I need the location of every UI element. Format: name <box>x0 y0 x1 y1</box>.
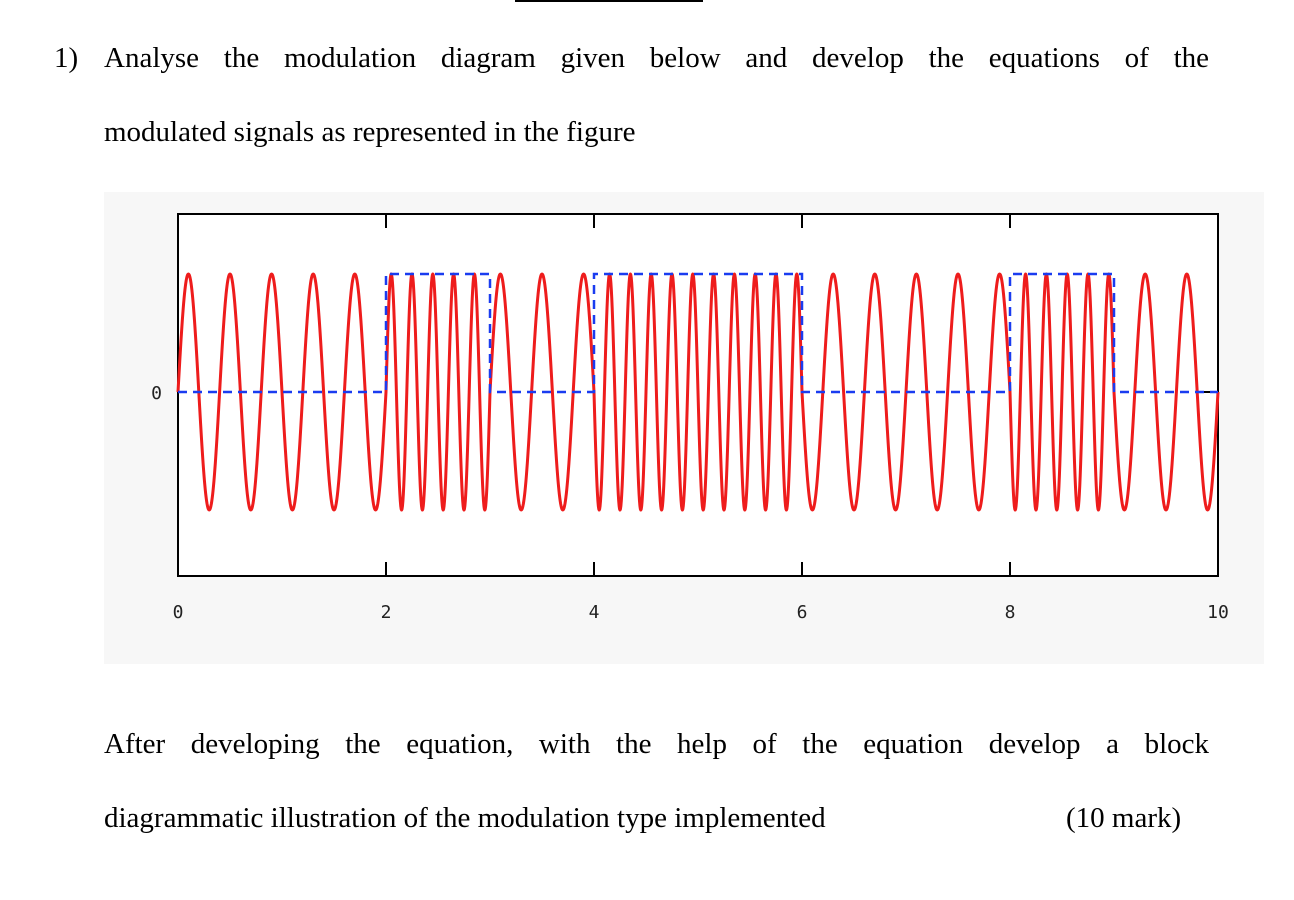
x-tick-label-0: 0 <box>173 602 184 623</box>
y-tick-label-0: 0 <box>151 383 162 404</box>
top-rule <box>515 0 703 2</box>
question-line-1: 1) Analyse the modulation diagram given … <box>54 40 1209 76</box>
marks-label: (10 mark) <box>1066 802 1182 834</box>
question-number: 1) <box>54 42 79 74</box>
modulation-figure: 0 2 4 6 8 10 0 <box>104 192 1264 664</box>
x-tick-label-10: 10 <box>1207 602 1229 623</box>
x-tick-label-6: 6 <box>797 602 808 623</box>
x-tick-label-8: 8 <box>1005 602 1016 623</box>
x-tick-label-2: 2 <box>381 602 392 623</box>
instruction-line-1: After developing the equation, with the … <box>104 728 1209 760</box>
x-tick-label-4: 4 <box>589 602 600 623</box>
modulated-carrier-wave <box>176 272 1220 512</box>
modulation-chart: 0 2 4 6 8 10 0 <box>151 213 1229 623</box>
binary-data-signal <box>178 272 1218 394</box>
question-text-1: Analyse the modulation diagram given bel… <box>104 42 1209 74</box>
question-line-2: modulated signals as represented in the … <box>104 116 636 148</box>
instruction-line-2: diagrammatic illustration of the modulat… <box>104 802 826 834</box>
